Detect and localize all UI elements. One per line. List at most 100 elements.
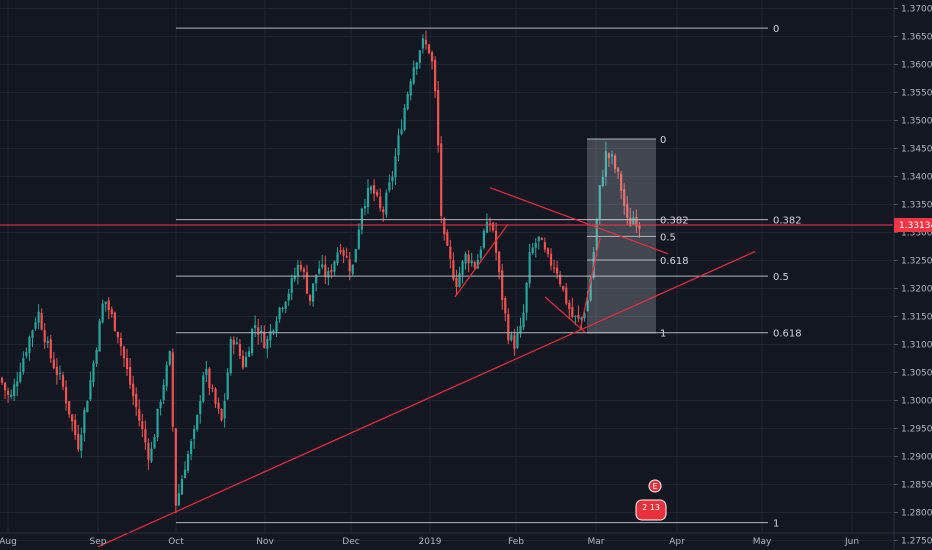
candle[interactable] <box>104 301 107 312</box>
candle[interactable] <box>333 260 336 277</box>
candle[interactable] <box>357 223 360 250</box>
candle[interactable] <box>623 183 626 216</box>
price-axis[interactable]: 1.37000 1.36500 1.36000 1.35500 1.35000 1.345… <box>893 0 932 550</box>
candle[interactable] <box>232 336 235 355</box>
candle[interactable] <box>235 337 238 345</box>
candle[interactable] <box>168 350 171 367</box>
candle[interactable] <box>199 394 202 424</box>
candle[interactable] <box>626 196 629 226</box>
candle[interactable] <box>446 229 449 247</box>
candle[interactable] <box>135 387 138 416</box>
candle[interactable] <box>3 381 7 400</box>
candle[interactable] <box>464 251 467 270</box>
candle[interactable] <box>211 384 214 393</box>
candle[interactable] <box>546 247 550 258</box>
candle[interactable] <box>583 311 586 322</box>
candle[interactable] <box>397 128 400 162</box>
candle[interactable] <box>449 239 452 269</box>
candle[interactable] <box>525 281 528 321</box>
candle[interactable] <box>601 169 604 188</box>
candle[interactable] <box>113 311 116 332</box>
candle[interactable] <box>513 328 516 356</box>
event-marker-earnings[interactable]: E <box>648 479 662 493</box>
candle[interactable] <box>58 365 62 380</box>
trendline-flag[interactable] <box>454 223 509 298</box>
candle[interactable] <box>391 170 394 190</box>
candle[interactable] <box>49 334 52 363</box>
candle[interactable] <box>159 399 162 416</box>
candle[interactable] <box>565 283 568 306</box>
candle[interactable] <box>467 250 470 273</box>
trendline-lower[interactable] <box>544 296 586 333</box>
candle[interactable] <box>440 136 443 224</box>
candle[interactable] <box>80 427 83 458</box>
candle[interactable] <box>52 352 55 370</box>
candle[interactable] <box>19 362 22 384</box>
candle[interactable] <box>415 61 418 75</box>
candle[interactable] <box>482 228 485 250</box>
candle[interactable] <box>443 217 446 241</box>
candle[interactable] <box>354 248 357 263</box>
candle[interactable] <box>312 283 315 307</box>
candle[interactable] <box>549 248 553 271</box>
candle[interactable] <box>629 207 632 227</box>
candle[interactable] <box>196 414 199 432</box>
candle[interactable] <box>150 441 153 464</box>
candle[interactable] <box>275 316 278 337</box>
candle[interactable] <box>305 264 309 295</box>
candle[interactable] <box>156 408 159 442</box>
candle[interactable] <box>434 56 437 98</box>
candle[interactable] <box>214 387 217 408</box>
candle[interactable] <box>71 413 74 432</box>
candle[interactable] <box>162 379 165 405</box>
candle[interactable] <box>403 104 406 132</box>
candle[interactable] <box>400 119 403 136</box>
candle[interactable] <box>217 397 220 414</box>
candle[interactable] <box>315 274 318 292</box>
candle[interactable] <box>363 199 367 216</box>
candle[interactable] <box>13 378 16 401</box>
candle[interactable] <box>296 260 299 285</box>
candle[interactable] <box>394 148 397 185</box>
candle[interactable] <box>107 297 110 320</box>
candle[interactable] <box>528 243 531 288</box>
candle[interactable] <box>205 360 208 383</box>
candle[interactable] <box>604 141 607 186</box>
candle[interactable] <box>321 254 324 270</box>
candle[interactable] <box>241 350 245 370</box>
candle[interactable] <box>68 401 71 418</box>
candle[interactable] <box>427 43 431 55</box>
candle[interactable] <box>473 261 476 270</box>
candle[interactable] <box>504 296 507 322</box>
candle[interactable] <box>421 34 424 54</box>
candle[interactable] <box>543 237 546 253</box>
candle[interactable] <box>610 150 614 165</box>
candle[interactable] <box>281 306 284 313</box>
candle[interactable] <box>193 425 196 449</box>
candle[interactable] <box>519 317 522 338</box>
candle[interactable] <box>290 274 293 301</box>
candle[interactable] <box>147 438 150 470</box>
candle[interactable] <box>247 346 251 357</box>
candle[interactable] <box>34 317 37 331</box>
candle[interactable] <box>144 420 147 450</box>
candle[interactable] <box>98 318 101 352</box>
candle[interactable] <box>74 413 77 440</box>
drawings[interactable]: 0 0.382 0.5 0.618 1 0 0.382 0.5 0.618 1 E 2 13 <box>0 24 893 548</box>
candle[interactable] <box>37 304 40 330</box>
candle[interactable] <box>302 266 306 280</box>
candle[interactable] <box>83 407 86 442</box>
candle[interactable] <box>455 269 458 296</box>
candle[interactable] <box>116 331 119 344</box>
candle[interactable] <box>479 245 482 263</box>
candle[interactable] <box>324 255 327 285</box>
candle[interactable] <box>284 301 287 314</box>
candle[interactable] <box>540 236 543 241</box>
candle[interactable] <box>223 393 226 428</box>
candle[interactable] <box>55 358 58 385</box>
candle[interactable] <box>613 153 617 174</box>
candle[interactable] <box>180 475 184 495</box>
event-marker-group[interactable]: 2 13 <box>635 499 667 521</box>
candle[interactable] <box>342 247 345 264</box>
